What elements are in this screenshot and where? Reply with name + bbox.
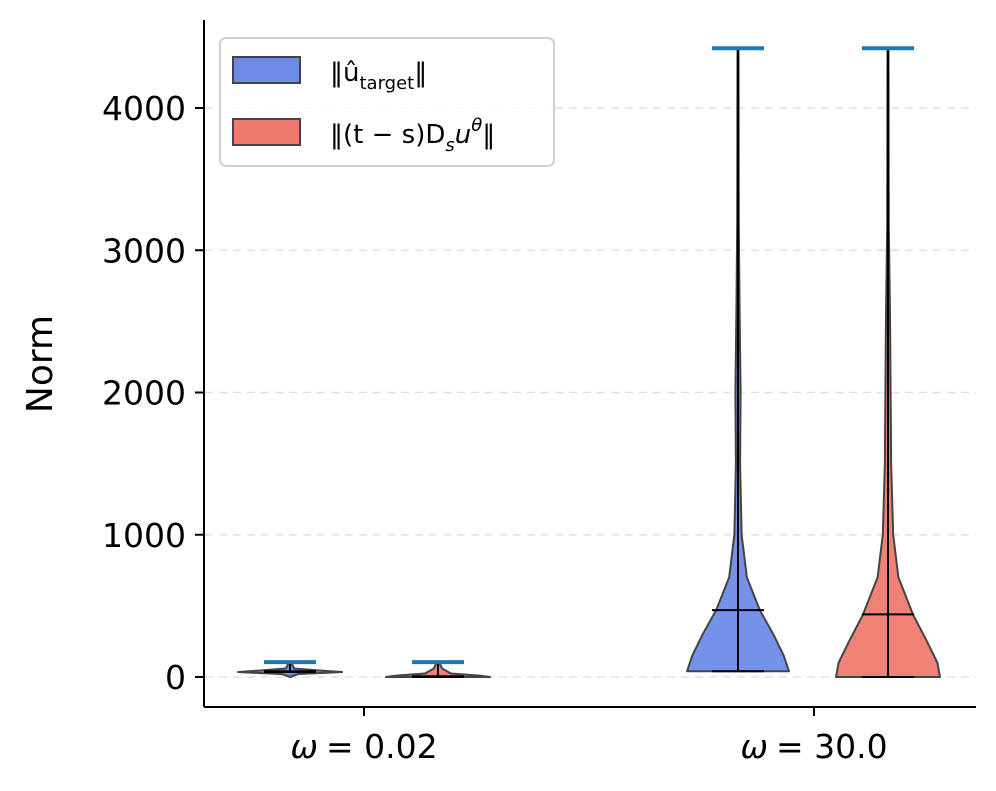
legend: ‖ûtarget‖ ‖(t − s)Dsuθ‖ xyxy=(219,37,555,167)
legend-swatch-consistency xyxy=(232,118,301,146)
legend-swatch-target xyxy=(232,56,301,84)
legend-label-consistency: ‖(t − s)Dsuθ‖ xyxy=(330,115,495,156)
y-tick-label-2: 2000 xyxy=(102,374,186,413)
x-tick-label-0: ω = 0.02 xyxy=(290,727,437,766)
legend-box xyxy=(219,37,555,167)
x-ticks: ω = 0.02 ω = 30.0 xyxy=(290,707,888,766)
y-axis-label: Norm xyxy=(20,315,61,413)
y-tick-label-1: 1000 xyxy=(102,516,186,555)
y-tick-label-0: 0 xyxy=(165,658,186,697)
x-tick-label-1: ω = 30.0 xyxy=(740,727,887,766)
legend-label-target: ‖ûtarget‖ xyxy=(330,58,427,94)
grid-layer xyxy=(205,107,976,678)
axes-layer xyxy=(203,20,976,708)
y-tick-label-4: 4000 xyxy=(102,89,186,128)
y-ticks: 0 1000 2000 3000 4000 xyxy=(102,89,204,697)
y-tick-label-3: 3000 xyxy=(102,231,186,270)
violin-layer xyxy=(237,46,941,678)
